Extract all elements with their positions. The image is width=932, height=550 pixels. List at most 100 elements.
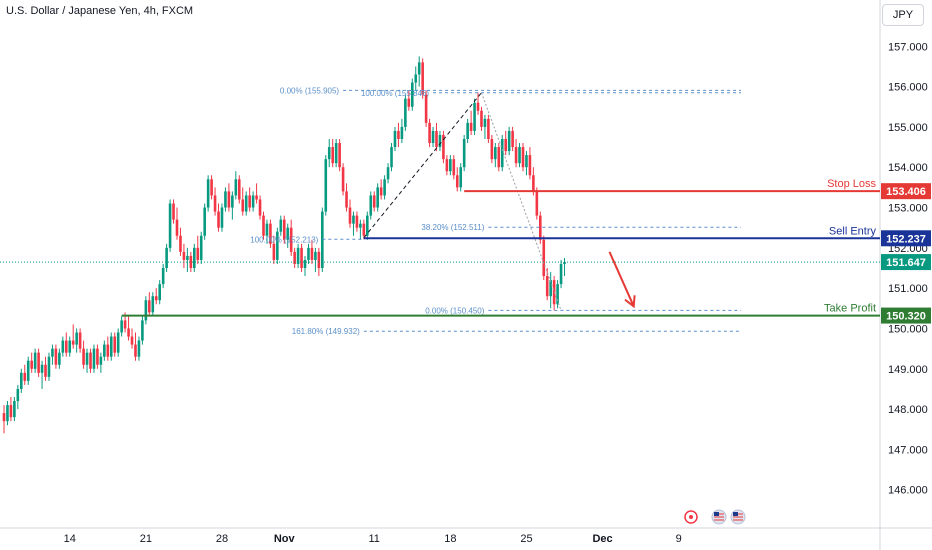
candle-body (182, 251, 186, 260)
candle-body (20, 372, 23, 389)
x-tick-label: Nov (274, 533, 296, 545)
x-tick-label: 11 (369, 533, 380, 545)
x-tick-label: 28 (216, 533, 228, 545)
candle-body (92, 348, 96, 369)
candle-body (424, 94, 428, 123)
candle-body (352, 215, 355, 224)
candle-body (293, 251, 296, 264)
candle-body (203, 207, 206, 236)
candle-body (123, 320, 127, 329)
candle-body (355, 215, 359, 228)
candle-body (528, 155, 532, 176)
fib-level-label: 100.00% (152.213) (250, 235, 318, 244)
candle-body (248, 195, 251, 208)
candle-body (144, 300, 148, 321)
candle-body (71, 340, 75, 345)
candle-body (514, 147, 518, 164)
candle-body (334, 143, 338, 164)
candle-body (417, 62, 421, 75)
candle-body (220, 207, 224, 228)
candle-body (161, 268, 165, 285)
candle-body (61, 340, 65, 353)
candle-body (78, 332, 82, 349)
candle-body (224, 191, 227, 208)
candle-body (217, 211, 220, 228)
candle-body (563, 261, 566, 264)
candle-body (438, 134, 442, 148)
candle-body (255, 195, 258, 200)
candle-body (130, 336, 134, 345)
candle-body (359, 223, 362, 228)
price-tag (881, 183, 931, 200)
candle-body (321, 211, 324, 268)
x-tick-label: 9 (676, 533, 682, 545)
candle-body (151, 296, 155, 313)
y-tick-label: 151.000 (888, 283, 928, 295)
y-tick-label: 146.000 (888, 485, 928, 497)
candle-body (296, 247, 300, 264)
candle-body (445, 159, 449, 172)
x-tick-label: 18 (444, 533, 456, 545)
candle-body (407, 98, 411, 107)
candle-body (300, 247, 303, 268)
candle-body (314, 251, 317, 260)
candle-body (480, 110, 483, 127)
x-tick-label: Dec (592, 533, 612, 545)
y-tick-label: 154.000 (888, 162, 928, 174)
candle-body (362, 223, 366, 236)
candle-body (532, 175, 535, 192)
candle-body (345, 191, 348, 208)
candle-body (16, 388, 20, 402)
candle-body (148, 300, 151, 313)
candle-body (251, 195, 255, 208)
candle-body (75, 332, 78, 345)
candle-body (168, 203, 172, 248)
candle-body (476, 102, 480, 111)
candle-body (404, 98, 407, 127)
candle-body (341, 167, 345, 192)
candle-body (158, 284, 161, 301)
fib-trend-line (481, 92, 562, 311)
arrow-shaft (608, 251, 635, 307)
candle-body (521, 147, 525, 168)
candle-body (213, 195, 217, 212)
candle-body (85, 352, 89, 365)
currency-button[interactable]: JPY (882, 4, 924, 26)
candle-body (199, 235, 203, 260)
level-label: Sell Entry (829, 225, 877, 237)
candle-body (393, 130, 397, 148)
y-tick-label: 156.000 (888, 82, 928, 94)
price-tag-label: 150.320 (886, 311, 926, 323)
candle-body (331, 147, 334, 164)
candle-body (154, 296, 158, 301)
candle-body (473, 102, 476, 131)
candle-body (383, 179, 386, 196)
candle-body (241, 199, 245, 212)
candle-body (141, 320, 144, 341)
candle-body (134, 344, 137, 357)
flag-canton (733, 512, 738, 516)
candle-body (535, 191, 539, 216)
candle-body (379, 187, 383, 196)
candle-body (449, 159, 452, 172)
candle-body (120, 320, 123, 333)
candle-body (189, 255, 193, 268)
candle-body (545, 276, 549, 297)
candle-body (206, 179, 210, 208)
candle-body (376, 187, 379, 208)
candle-body (196, 247, 200, 260)
candle-body (13, 401, 16, 418)
candle-body (431, 130, 435, 144)
candle-body (542, 239, 546, 277)
y-tick-label: 155.000 (888, 122, 928, 134)
candle-body (30, 360, 33, 369)
candle-body (307, 247, 310, 260)
candle-body (556, 284, 559, 305)
chart-title: U.S. Dollar / Japanese Yen, 4h, FXCM (6, 5, 194, 17)
fib-level-label: 161.80% (149.932) (292, 327, 360, 336)
candle-body (428, 122, 431, 144)
candle-body (96, 348, 99, 365)
fib-level-label: 38.20% (152.511) (421, 223, 484, 232)
candle-body (410, 82, 414, 107)
